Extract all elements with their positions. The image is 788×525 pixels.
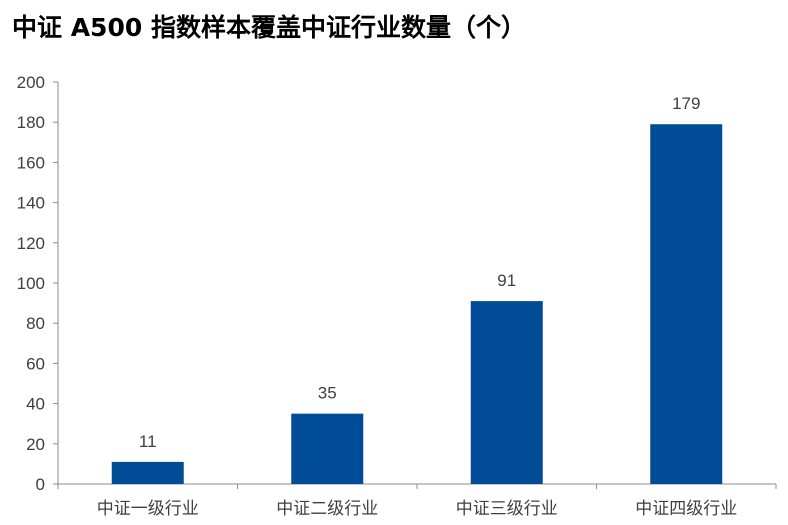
x-axis: 中证一级行业 中证二级行业 中证三级行业 中证四级行业 bbox=[57, 483, 777, 518]
data-label: 11 bbox=[139, 432, 157, 451]
bar bbox=[111, 461, 184, 484]
x-category-label: 中证二级行业 bbox=[276, 499, 378, 518]
data-label: 35 bbox=[318, 384, 337, 403]
data-labels: 11 35 91 179 bbox=[139, 94, 701, 451]
y-tick-label: 120 bbox=[17, 234, 45, 253]
data-label: 179 bbox=[672, 94, 700, 113]
y-tick-label: 60 bbox=[26, 354, 45, 373]
bar bbox=[650, 124, 723, 485]
x-category-label: 中证三级行业 bbox=[456, 499, 558, 518]
y-tick-label: 100 bbox=[17, 274, 45, 293]
chart-title: 中证 A500 指数样本覆盖中证行业数量（个） bbox=[12, 13, 526, 42]
y-tick-label: 160 bbox=[17, 153, 45, 172]
y-tick-label: 140 bbox=[17, 194, 45, 213]
data-label: 91 bbox=[497, 271, 516, 290]
y-tick-label: 200 bbox=[17, 73, 45, 92]
y-tick-label: 180 bbox=[17, 113, 45, 132]
y-tick-label: 0 bbox=[36, 475, 45, 494]
bar-series bbox=[111, 124, 723, 485]
y-tick-label: 40 bbox=[26, 395, 45, 414]
bar bbox=[470, 301, 543, 484]
bar bbox=[291, 413, 364, 484]
y-tick-label: 80 bbox=[26, 314, 45, 333]
x-category-label: 中证四级行业 bbox=[635, 499, 737, 518]
x-category-label: 中证一级行业 bbox=[97, 499, 199, 518]
y-axis: 0 20 40 60 80 100 120 140 160 180 200 bbox=[17, 73, 59, 494]
y-tick-label: 20 bbox=[26, 435, 45, 454]
